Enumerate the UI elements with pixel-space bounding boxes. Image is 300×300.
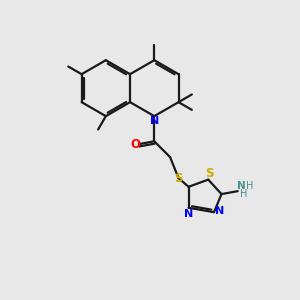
Text: S: S xyxy=(174,172,183,184)
Text: N: N xyxy=(215,206,224,216)
Text: O: O xyxy=(130,138,140,151)
Text: N: N xyxy=(184,209,193,219)
Text: H: H xyxy=(246,181,254,191)
Text: N: N xyxy=(237,181,246,191)
Text: N: N xyxy=(150,116,159,126)
Text: S: S xyxy=(206,167,214,180)
Text: H: H xyxy=(241,189,248,199)
